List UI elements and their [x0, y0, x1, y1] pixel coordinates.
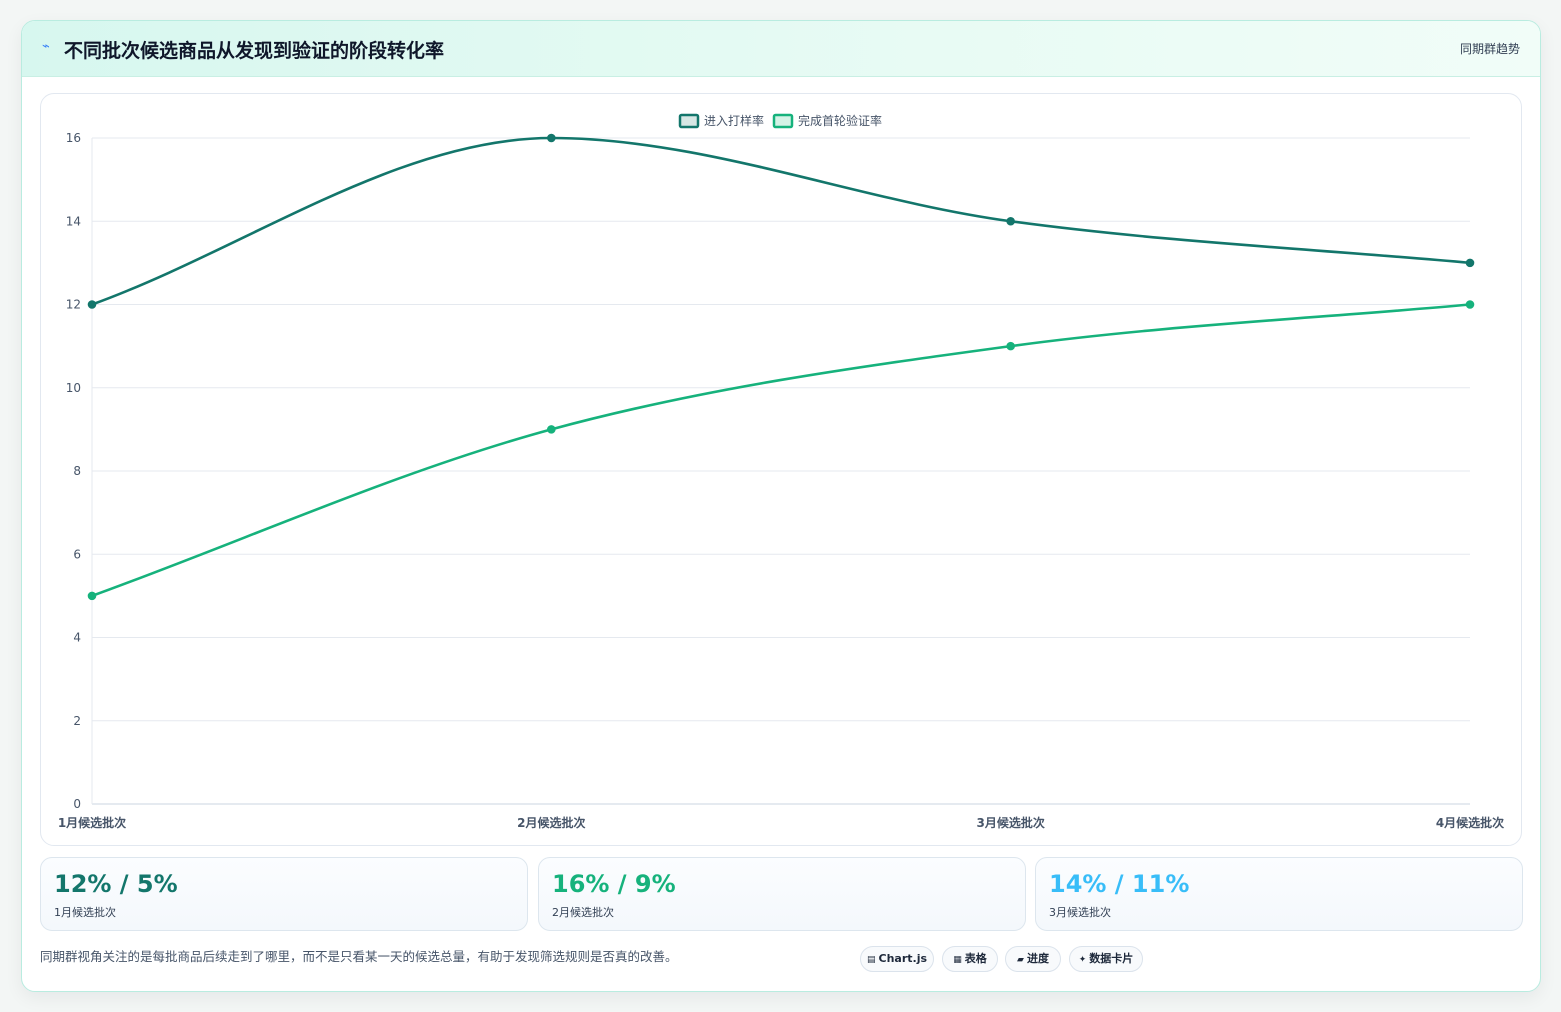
chip-progress[interactable]: ▰ 进度: [1005, 946, 1061, 972]
progress-icon: ▰: [1017, 955, 1024, 965]
chart-icon: ▤: [866, 955, 876, 965]
kpi-value: 14% / 11%: [1049, 870, 1190, 898]
data-point[interactable]: [547, 425, 556, 434]
kpi-card-2: 16% / 9% 2月候选批次: [538, 857, 1026, 931]
x-tick-label: 2月候选批次: [517, 815, 585, 830]
data-point[interactable]: [1006, 216, 1015, 226]
card-title: 不同批次候选商品从发现到验证的阶段转化率: [64, 40, 445, 62]
y-tick-label: 12: [66, 298, 81, 312]
y-tick-label: 14: [66, 214, 81, 228]
series-line: [91, 136, 1471, 306]
series-line: [91, 303, 1471, 598]
data-point[interactable]: [1006, 341, 1015, 351]
data-point[interactable]: [1465, 300, 1475, 309]
data-point[interactable]: [1465, 258, 1475, 268]
kpi-card-1: 12% / 5% 1月候选批次: [40, 857, 528, 931]
kpi-label: 2月候选批次: [552, 906, 614, 919]
data-point[interactable]: [547, 133, 556, 143]
x-tick-label: 4月候选批次: [1436, 815, 1504, 830]
legend-swatch[interactable]: [772, 113, 794, 129]
x-tick-label: 1月候选批次: [58, 815, 126, 830]
chip-data-card[interactable]: ✦ 数据卡片: [1069, 946, 1143, 972]
y-tick-label: 16: [66, 131, 81, 145]
bolt-icon: ⌁: [42, 39, 50, 54]
footer-note: 同期群视角关注的是每批商品后续走到了哪里，而不是只看某一天的候选总量，有助于发现…: [40, 949, 678, 964]
chip-chartjs[interactable]: ▤ Chart.js: [860, 946, 934, 972]
data-point[interactable]: [87, 591, 97, 601]
kpi-label: 3月候选批次: [1049, 906, 1111, 919]
y-tick-label: 10: [66, 381, 81, 395]
legend-swatch[interactable]: [678, 113, 700, 129]
chip-table[interactable]: ▦ 表格: [942, 946, 998, 972]
table-icon: ▦: [953, 955, 962, 965]
trend-tag: 同期群趋势: [1459, 42, 1520, 56]
kpi-value: 16% / 9%: [552, 870, 676, 898]
data-point[interactable]: [87, 300, 97, 309]
legend-label[interactable]: 进入打样率: [704, 113, 764, 128]
legend-label[interactable]: 完成首轮验证率: [798, 113, 882, 128]
x-tick-label: 3月候选批次: [976, 815, 1044, 830]
y-tick-label: 2: [73, 714, 81, 728]
chart-card: ⌁ 不同批次候选商品从发现到验证的阶段转化率 同期群趋势 0 2 4 6 8 10 12 14…: [21, 20, 1541, 992]
line-chart: 0 2 4 6 8 10 12 14 16 1月候选批次 2月候选批次 3月候选批次 4月候选批次 进入打…: [58, 113, 1504, 830]
y-tick-label: 4: [73, 631, 81, 645]
kpi-label: 1月候选批次: [54, 906, 116, 919]
y-tick-label: 0: [73, 797, 81, 811]
chart-area: 0 2 4 6 8 10 12 14 16 1月候选批次 2月候选批次 3月候选批次 4月候选批次 进入打…: [40, 93, 1522, 846]
y-tick-label: 8: [73, 464, 81, 478]
card-header: ⌁ 不同批次候选商品从发现到验证的阶段转化率 同期群趋势: [22, 21, 1540, 77]
kpi-value: 12% / 5%: [54, 870, 178, 898]
sparkle-icon: ✦: [1078, 955, 1087, 965]
y-tick-label: 6: [73, 547, 81, 561]
kpi-card-3: 14% / 11% 3月候选批次: [1035, 857, 1523, 931]
